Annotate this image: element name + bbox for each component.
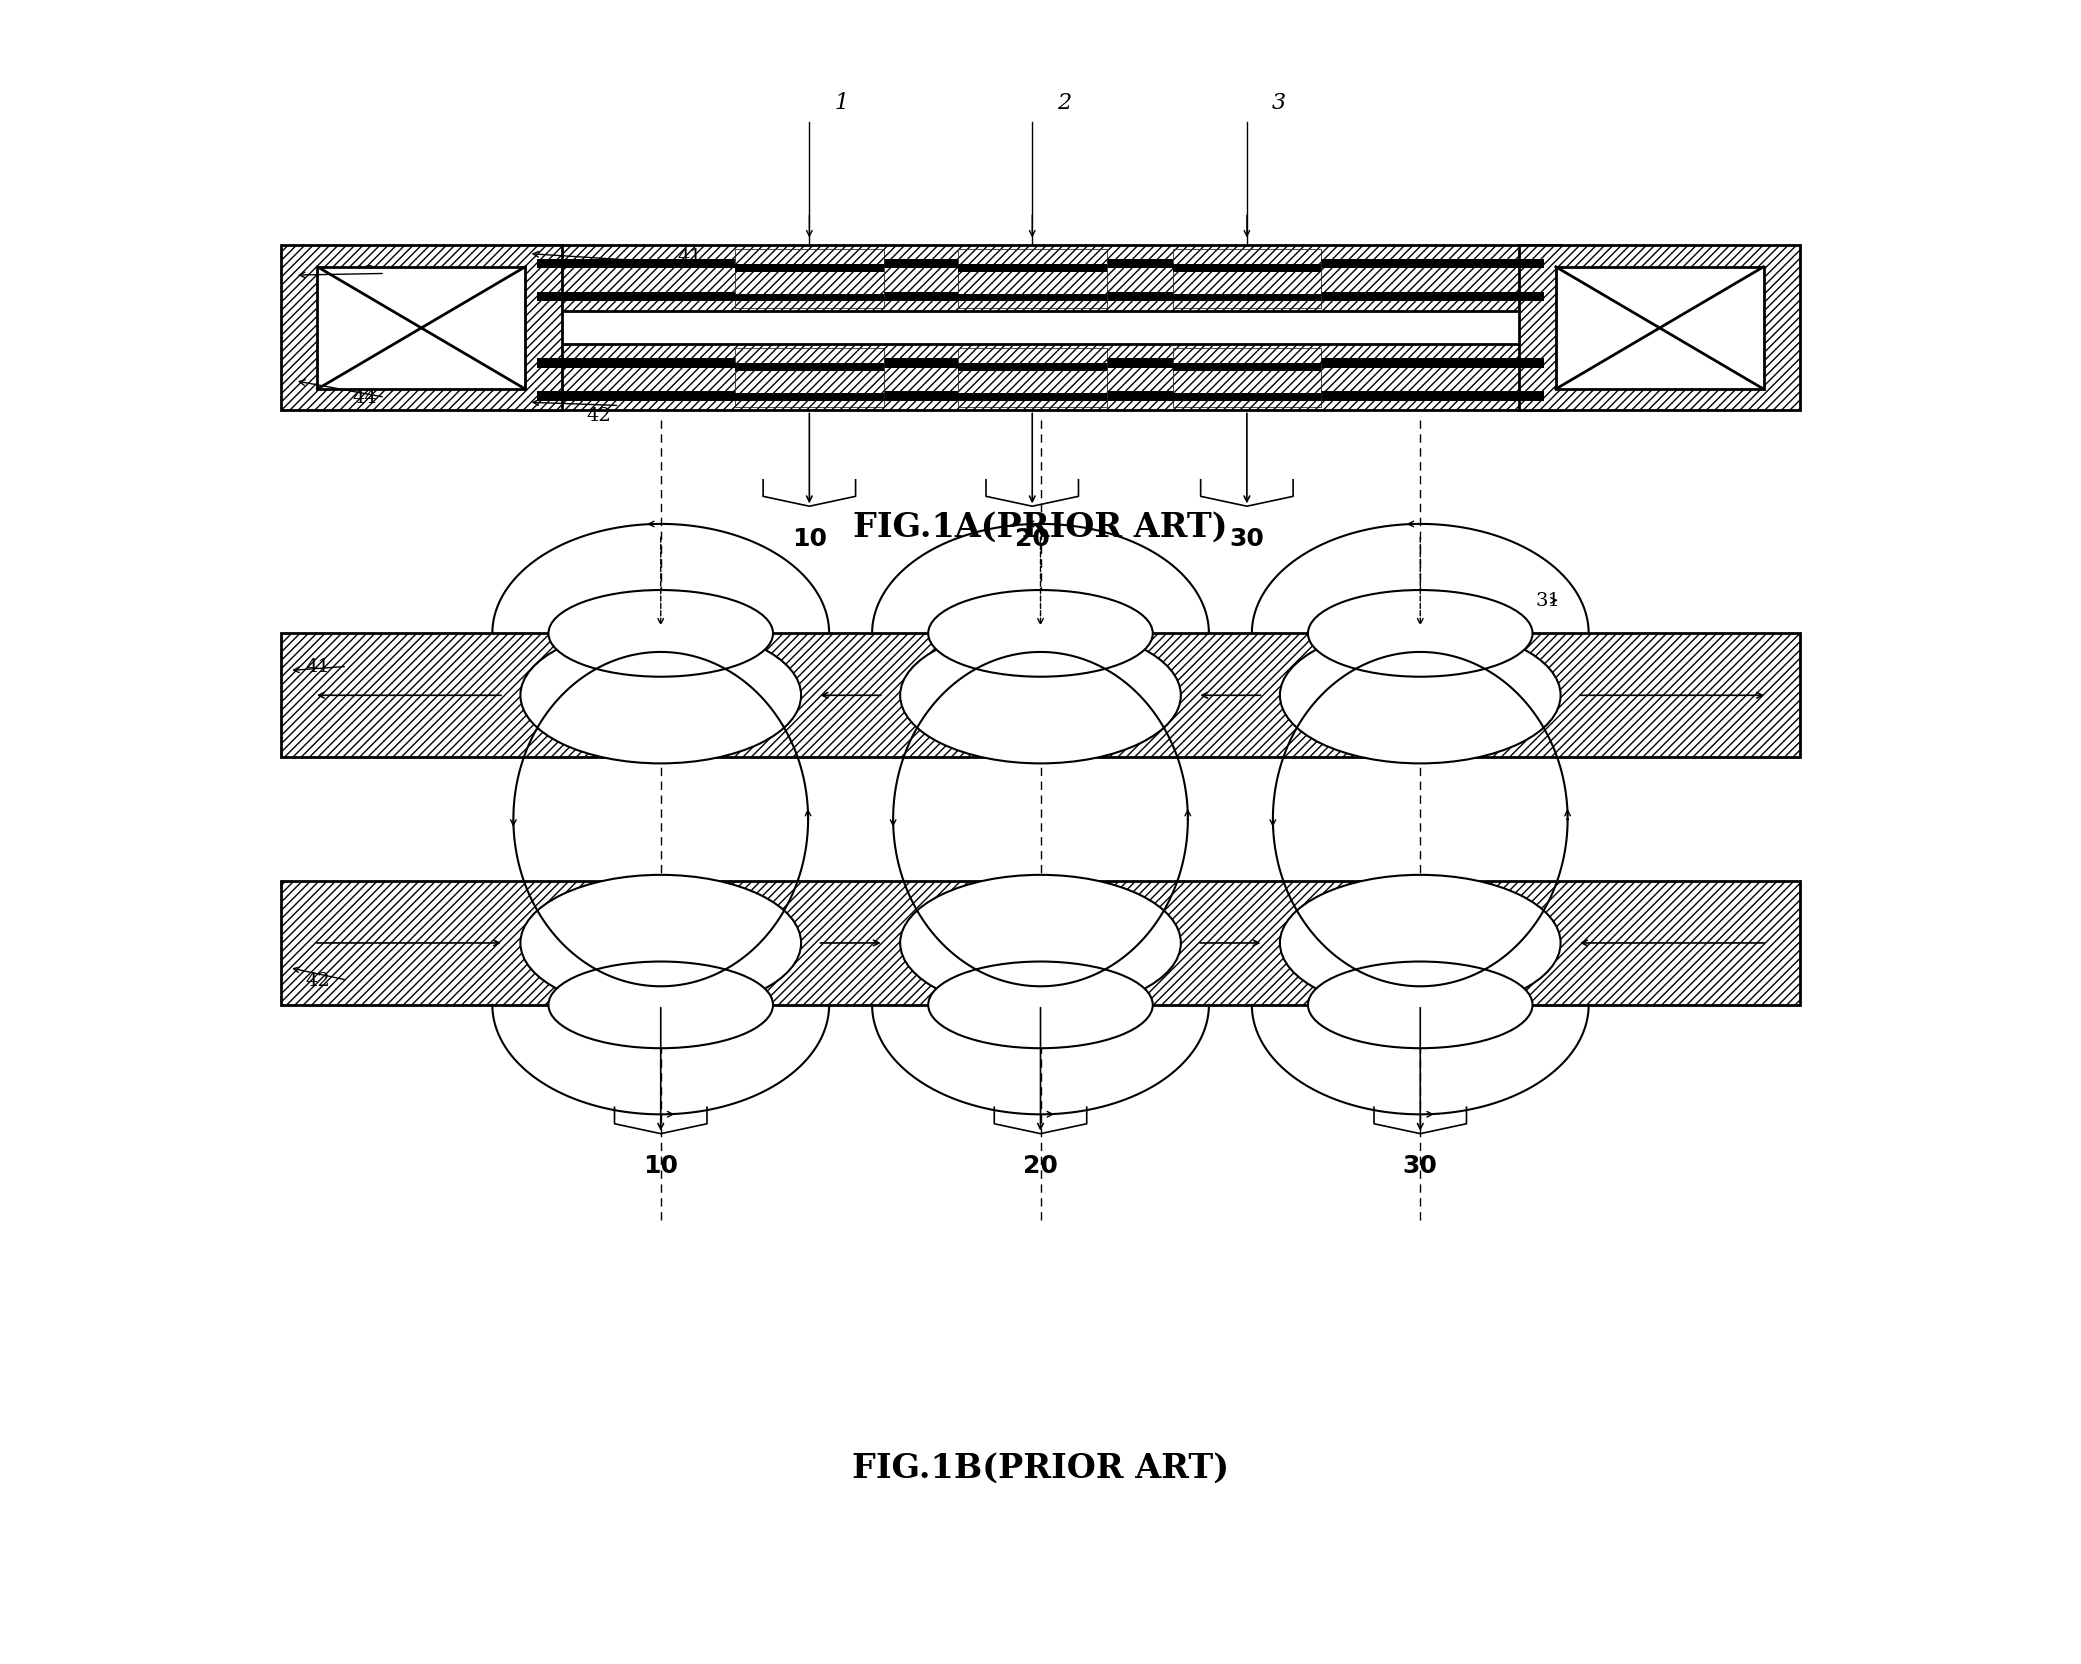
Bar xyxy=(281,246,562,411)
Text: FIG.1A(PRIOR ART): FIG.1A(PRIOR ART) xyxy=(853,511,1228,542)
Text: 42: 42 xyxy=(587,406,612,424)
Bar xyxy=(957,250,1107,310)
Bar xyxy=(735,295,884,303)
Bar xyxy=(735,348,884,408)
Ellipse shape xyxy=(1280,627,1561,764)
Bar xyxy=(957,295,1107,303)
Bar xyxy=(957,348,1107,408)
Bar xyxy=(957,364,1107,371)
Ellipse shape xyxy=(1280,875,1561,1012)
Bar xyxy=(957,348,1107,408)
Text: 10: 10 xyxy=(643,1153,678,1178)
Text: 42: 42 xyxy=(306,972,331,990)
Bar xyxy=(735,250,884,310)
Text: 10: 10 xyxy=(793,527,826,551)
Bar xyxy=(318,268,524,389)
Ellipse shape xyxy=(549,962,772,1048)
Bar xyxy=(735,393,884,401)
Bar xyxy=(735,265,884,273)
Bar xyxy=(957,250,1107,310)
Ellipse shape xyxy=(520,627,801,764)
Text: 44: 44 xyxy=(352,389,377,408)
Bar xyxy=(1172,295,1321,303)
Ellipse shape xyxy=(1309,591,1532,677)
Bar xyxy=(537,293,1544,303)
Bar xyxy=(281,882,1800,1005)
Bar xyxy=(1172,393,1321,401)
Ellipse shape xyxy=(1309,962,1532,1048)
Text: 3: 3 xyxy=(1271,92,1286,115)
Ellipse shape xyxy=(520,875,801,1012)
Text: 1: 1 xyxy=(834,92,849,115)
Bar xyxy=(1172,250,1321,310)
Text: 30: 30 xyxy=(1230,527,1265,551)
Text: 43: 43 xyxy=(352,265,377,283)
Text: 20: 20 xyxy=(1024,1153,1057,1178)
Bar xyxy=(281,634,1800,757)
Ellipse shape xyxy=(901,875,1180,1012)
Bar xyxy=(735,364,884,371)
Bar xyxy=(1557,268,1763,389)
Bar xyxy=(735,250,884,310)
Text: 41: 41 xyxy=(306,657,331,676)
Bar xyxy=(1172,348,1321,408)
Bar xyxy=(1172,348,1321,408)
Bar xyxy=(735,348,884,408)
Bar xyxy=(537,260,1544,270)
Text: 2: 2 xyxy=(1057,92,1072,115)
Ellipse shape xyxy=(928,962,1153,1048)
Ellipse shape xyxy=(901,627,1180,764)
Text: 41: 41 xyxy=(676,248,701,266)
Ellipse shape xyxy=(928,591,1153,677)
Bar xyxy=(520,344,1561,411)
Bar xyxy=(957,393,1107,401)
Bar xyxy=(1519,246,1800,411)
Bar xyxy=(957,265,1107,273)
Text: FIG.1B(PRIOR ART): FIG.1B(PRIOR ART) xyxy=(851,1451,1230,1484)
Bar xyxy=(1172,364,1321,371)
Ellipse shape xyxy=(549,591,772,677)
Text: 31: 31 xyxy=(1536,592,1561,611)
Bar xyxy=(520,246,1561,313)
Bar xyxy=(1172,265,1321,273)
Text: 30: 30 xyxy=(1403,1153,1438,1178)
Text: 20: 20 xyxy=(1016,527,1049,551)
Bar xyxy=(1172,250,1321,310)
Bar xyxy=(537,391,1544,401)
Bar xyxy=(537,358,1544,368)
